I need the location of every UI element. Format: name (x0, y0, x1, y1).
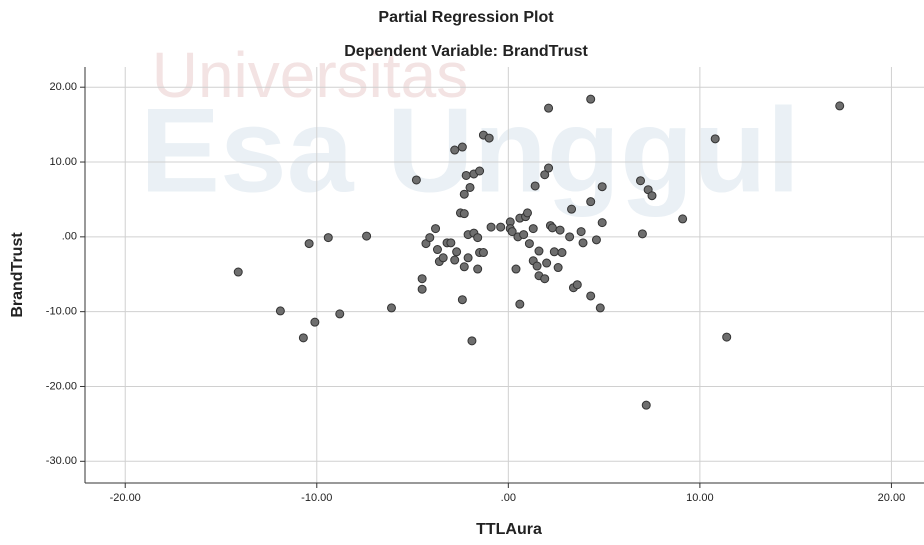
x-tick-label: .00 (501, 492, 516, 504)
point (446, 238, 456, 248)
y-tick-label: -20.00 (46, 380, 77, 392)
point (438, 253, 448, 263)
point (457, 295, 467, 305)
point (557, 248, 567, 258)
y-axis-label: BrandTrust (9, 232, 26, 318)
point (565, 232, 575, 242)
point (467, 336, 477, 346)
x-tick-label: -20.00 (110, 492, 141, 504)
point (450, 145, 460, 155)
chart-title: Partial Regression Plot (378, 9, 554, 26)
point (425, 233, 435, 243)
point (459, 209, 469, 219)
point (411, 175, 421, 185)
point (530, 181, 540, 191)
point (310, 317, 320, 327)
point (636, 176, 646, 186)
point (595, 303, 605, 313)
point (549, 247, 559, 257)
point (547, 223, 557, 233)
point (578, 238, 588, 248)
point (362, 231, 372, 241)
point (524, 239, 534, 249)
point (591, 235, 601, 245)
point (486, 222, 496, 232)
x-tick-label: -10.00 (301, 492, 332, 504)
point (586, 94, 596, 104)
y-tick-label: 10.00 (49, 156, 77, 168)
point (457, 142, 467, 152)
x-axis-label: TTLAura (476, 521, 542, 538)
point (473, 264, 483, 274)
point (323, 233, 333, 243)
point (534, 246, 544, 256)
point (597, 182, 607, 192)
point (540, 274, 550, 284)
point (515, 299, 525, 309)
point (275, 306, 285, 316)
point (475, 166, 485, 176)
point (304, 239, 314, 249)
y-tick-label: -10.00 (46, 306, 77, 318)
point (511, 264, 521, 274)
point (431, 224, 441, 234)
point (519, 230, 529, 240)
point (450, 255, 460, 265)
point (335, 309, 345, 319)
point (233, 267, 243, 277)
points (233, 94, 845, 410)
x-tick-label: 20.00 (878, 492, 906, 504)
chart-subtitle: Dependent Variable: BrandTrust (344, 43, 588, 60)
point (567, 204, 577, 214)
point (528, 224, 538, 234)
x-tick-label: 10.00 (686, 492, 714, 504)
point (722, 332, 732, 342)
point (432, 245, 442, 255)
point (544, 163, 554, 173)
point (555, 225, 565, 235)
point (461, 170, 471, 180)
point (459, 189, 469, 199)
point (484, 133, 494, 143)
point (572, 280, 582, 290)
point (473, 233, 483, 243)
point (522, 208, 532, 218)
point (417, 274, 427, 284)
point (678, 214, 688, 224)
point (542, 258, 552, 268)
point (597, 218, 607, 228)
y-tick-label: -30.00 (46, 455, 77, 467)
point (576, 227, 586, 237)
point (647, 191, 657, 201)
grid (80, 67, 924, 488)
point (641, 400, 651, 410)
point (298, 333, 308, 343)
point (507, 227, 517, 237)
point (463, 253, 473, 263)
y-tick-label: 20.00 (49, 81, 77, 93)
point (637, 229, 647, 239)
point (710, 134, 720, 144)
y-tick-label: .00 (62, 231, 77, 243)
point (553, 263, 563, 273)
point (586, 197, 596, 207)
point (835, 101, 845, 111)
point (586, 291, 596, 301)
point (452, 247, 462, 257)
point (386, 303, 396, 313)
point (544, 103, 554, 113)
point (532, 261, 542, 271)
point (465, 182, 475, 192)
point (540, 170, 550, 180)
point (459, 262, 469, 272)
point (478, 248, 488, 258)
point (417, 284, 427, 294)
point (496, 222, 506, 232)
watermark: Esa Unggul (140, 84, 800, 218)
watermark: Universitas (152, 39, 469, 111)
